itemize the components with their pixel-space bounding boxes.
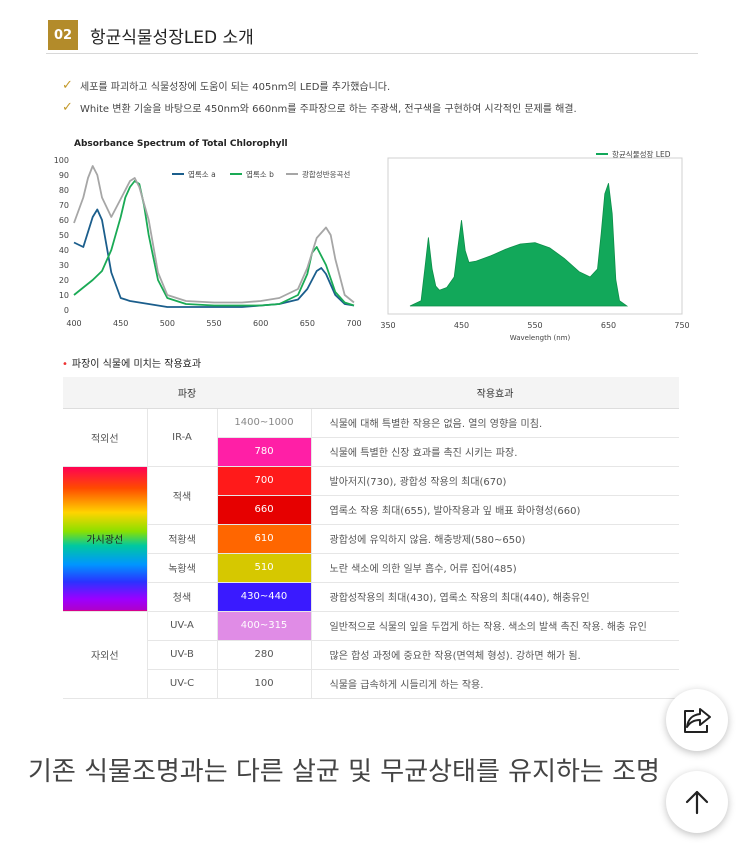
- band-cell: 적황색: [147, 524, 218, 554]
- y-tick-label: 90: [59, 171, 69, 180]
- legend-label: 항균식물성장 LED: [612, 149, 671, 159]
- x-tick-label: 650: [300, 319, 315, 328]
- check-icon: ✓: [62, 99, 73, 115]
- feature-bullets: ✓ 세포를 파괴하고 식물성장에 도움이 되는 405nm의 LED를 추가했습…: [62, 74, 702, 118]
- y-tick-label: 0: [64, 306, 69, 315]
- wavelength-swatch: 400~315: [217, 611, 312, 641]
- x-tick-label: 650: [601, 321, 616, 330]
- table-row: 청색 430~440 광합성작용의 최대(430), 엽록소 작용의 최대(44…: [63, 582, 680, 612]
- y-tick-label: 80: [59, 186, 69, 195]
- section-title: 항균식물성장LED 소개: [90, 28, 254, 48]
- table-row: 660 엽록소 작용 최대(655), 발아작용과 잎 배표 화아형성(660): [63, 495, 680, 525]
- y-tick-label: 30: [59, 261, 69, 270]
- section-header: 02 항균식물성장LED 소개: [46, 18, 698, 54]
- header-wavelength: 파장: [63, 377, 312, 409]
- chlorophyll-absorbance-chart: Absorbance Spectrum of Total Chlorophyll…: [54, 139, 362, 328]
- x-tick-label: 500: [160, 319, 175, 328]
- bullet-item: ✓ White 변환 기술을 바탕으로 450nm와 660nm를 주파장으로 …: [62, 96, 702, 118]
- wavelength-cell: 1400~1000: [217, 408, 312, 438]
- wavelength-effects-table: 파장 작용효과 적외선 IR-A 1400~1000 식물에 대해 특별한 작용…: [63, 377, 680, 699]
- table-row: 가시광선 적색 700 발아저지(730), 광합성 작용의 최대(670): [63, 466, 680, 612]
- y-tick-label: 100: [54, 156, 69, 165]
- spectrum-area: [409, 183, 629, 307]
- wavelength-cell: 100: [217, 669, 312, 699]
- check-icon: ✓: [62, 77, 73, 93]
- series-line: [73, 208, 355, 308]
- bottom-caption: 기존 식물조명과는 다른 살균 및 무균상태를 유지하는 조명: [28, 757, 660, 787]
- effect-cell: 발아저지(730), 광합성 작용의 최대(670): [311, 466, 680, 496]
- table-row: 적외선 IR-A 1400~1000 식물에 대해 특별한 작용은 없음. 열의…: [63, 408, 680, 467]
- effect-cell: 식물을 급속하게 시들리게 하는 작용.: [311, 669, 680, 699]
- table-row: UV-B 280 많은 합성 과정에 중요한 작용(면역체 형성). 강하면 해…: [63, 640, 680, 670]
- effect-cell: 엽록소 작용 최대(655), 발아작용과 잎 배표 화아형성(660): [311, 495, 680, 525]
- x-tick-label: 450: [454, 321, 469, 330]
- led-spectrum-chart: 항균식물성장 LED 350 450 550 650 750 Wavelength (nm): [380, 149, 689, 342]
- table-row: UV-C 100 식물을 급속하게 시들리게 하는 작용.: [63, 669, 680, 699]
- effect-cell: 노란 색소에 의한 일부 흡수, 어류 집어(485): [311, 553, 680, 583]
- band-cell: UV-A: [147, 611, 218, 641]
- effect-cell: 많은 합성 과정에 중요한 작용(면역체 형성). 강하면 해가 됨.: [311, 640, 680, 670]
- legend-label: 광합성반응곡선: [302, 169, 350, 179]
- legend-label: 엽록소 a: [188, 169, 216, 179]
- wavelength-cell: 280: [217, 640, 312, 670]
- share-icon: [684, 708, 711, 733]
- bullet-text: White 변환 기술을 바탕으로 450nm와 660nm를 주파장으로 하는…: [80, 103, 577, 115]
- legend-label: 엽록소 b: [246, 169, 274, 179]
- y-tick-label: 40: [59, 246, 69, 255]
- table-row: 자외선 UV-A 400~315 일반적으로 식물의 잎을 두껍게 하는 작용.…: [63, 611, 680, 699]
- table-subheading: • 파장이 식물에 미치는 작용효과: [62, 359, 202, 370]
- y-tick-label: 60: [59, 216, 69, 225]
- series-line: [73, 180, 355, 307]
- bullet-text: 세포를 파괴하고 식물성장에 도움이 되는 405nm의 LED를 추가했습니다…: [80, 81, 391, 93]
- wavelength-swatch: 510: [217, 553, 312, 583]
- band-cell: 청색: [147, 582, 218, 612]
- band-cell: UV-C: [147, 669, 218, 699]
- table-row: 적황색 610 광합성에 유익하지 않음. 해충방제(580~650): [63, 524, 680, 554]
- x-axis-label: Wavelength (nm): [510, 334, 571, 342]
- arrow-up-icon: [685, 790, 709, 815]
- effect-cell: 식물에 특별한 신장 효과를 촉진 시키는 파장.: [311, 437, 680, 467]
- wavelength-swatch: 660: [217, 495, 312, 525]
- category-cell: 자외선: [63, 611, 148, 699]
- y-tick-label: 70: [59, 201, 69, 210]
- wavelength-swatch: 780: [217, 437, 312, 467]
- band-cell: 적색: [147, 466, 218, 525]
- x-tick-label: 400: [66, 319, 81, 328]
- header-effect: 작용효과: [311, 377, 680, 409]
- x-tick-label: 750: [674, 321, 689, 330]
- bullet-item: ✓ 세포를 파괴하고 식물성장에 도움이 되는 405nm의 LED를 추가했습…: [62, 74, 702, 96]
- effect-cell: 일반적으로 식물의 잎을 두껍게 하는 작용. 색소의 발색 촉진 작용. 해충…: [311, 611, 680, 641]
- scroll-top-button[interactable]: [666, 771, 728, 833]
- effect-cell: 광합성작용의 최대(430), 엽록소 작용의 최대(440), 해충유인: [311, 582, 680, 612]
- share-button[interactable]: [666, 689, 728, 751]
- x-tick-label: 450: [113, 319, 128, 328]
- table-row: 녹황색 510 노란 색소에 의한 일부 흡수, 어류 집어(485): [63, 553, 680, 583]
- series-line: [73, 165, 355, 304]
- effect-cell: 광합성에 유익하지 않음. 해충방제(580~650): [311, 524, 680, 554]
- section-number-badge: 02: [48, 20, 78, 50]
- band-cell: IR-A: [147, 408, 218, 467]
- y-tick-label: 10: [59, 291, 69, 300]
- x-tick-label: 350: [380, 321, 395, 330]
- table-row: 780 식물에 특별한 신장 효과를 촉진 시키는 파장.: [63, 437, 680, 467]
- x-tick-label: 550: [527, 321, 542, 330]
- band-cell: UV-B: [147, 640, 218, 670]
- table-header-row: 파장 작용효과: [63, 377, 680, 409]
- effect-cell: 식물에 대해 특별한 작용은 없음. 열의 영향을 미침.: [311, 408, 680, 438]
- wavelength-swatch: 610: [217, 524, 312, 554]
- band-cell: 녹황색: [147, 553, 218, 583]
- chart-title: Absorbance Spectrum of Total Chlorophyll: [74, 139, 288, 149]
- x-tick-label: 700: [346, 319, 361, 328]
- y-tick-label: 50: [59, 231, 69, 240]
- y-tick-label: 20: [59, 276, 69, 285]
- wavelength-swatch: 700: [217, 466, 312, 496]
- category-cell: 적외선: [63, 408, 148, 467]
- x-tick-label: 550: [206, 319, 221, 328]
- x-tick-label: 600: [253, 319, 268, 328]
- visible-spectrum-cell: 가시광선: [63, 466, 148, 612]
- bullet-dot-icon: •: [62, 359, 68, 370]
- wavelength-swatch: 430~440: [217, 582, 312, 612]
